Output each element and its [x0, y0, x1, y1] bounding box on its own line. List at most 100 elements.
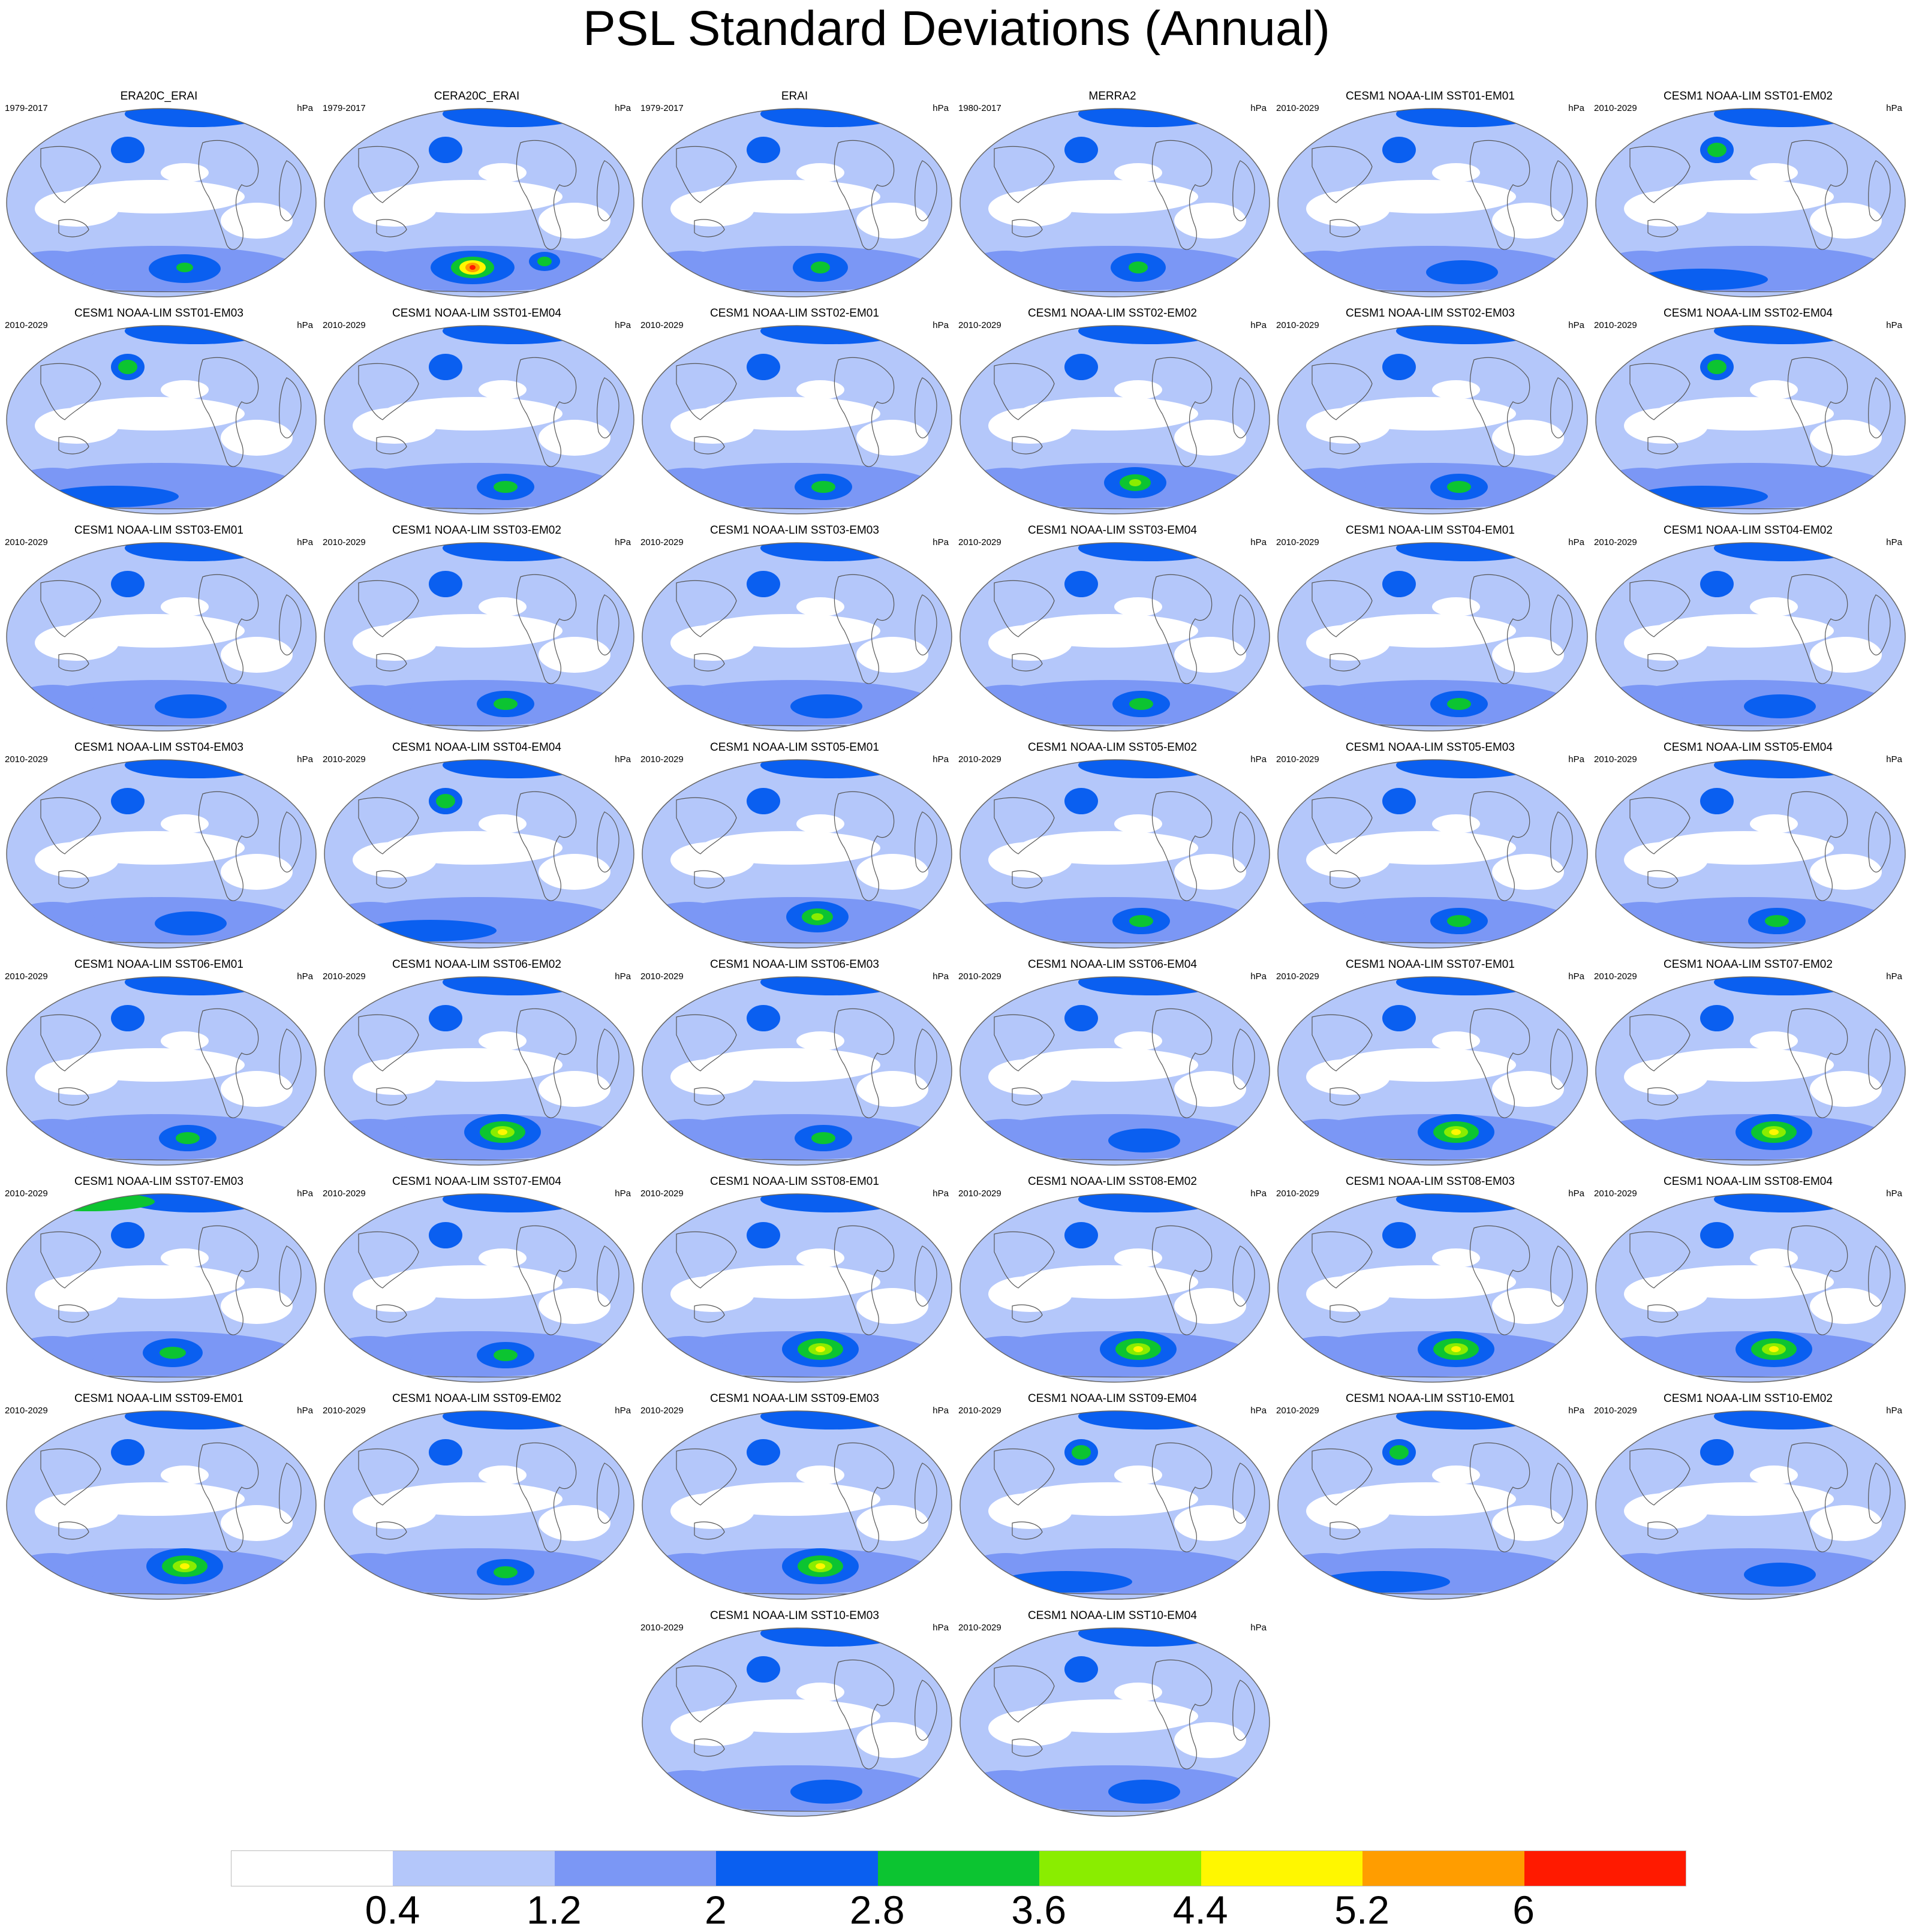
- coastline: [358, 1448, 419, 1506]
- colorbar-swatch: [1201, 1851, 1363, 1886]
- std-contour-region: [1382, 1222, 1416, 1248]
- std-contour-region: [796, 814, 844, 833]
- std-contour-region: [1810, 854, 1882, 890]
- psl-std-map: [324, 108, 634, 297]
- coastline: [1469, 1442, 1530, 1552]
- coastline: [694, 1304, 725, 1323]
- coastline: [676, 797, 737, 854]
- coastline: [1312, 1448, 1373, 1506]
- psl-std-map: [1595, 1193, 1906, 1383]
- panel-unit: hPa: [1886, 537, 1902, 547]
- panel-unit: hPa: [1568, 537, 1584, 547]
- coastline: [694, 219, 725, 237]
- std-contour-region: [1600, 902, 1684, 938]
- coastline: [1629, 797, 1691, 854]
- std-contour-region: [1064, 1222, 1098, 1248]
- coastline: [1151, 574, 1213, 684]
- panel-unit: hPa: [1568, 1406, 1584, 1416]
- coastline: [915, 1680, 937, 1741]
- std-contour-region: [1114, 163, 1162, 182]
- std-contour-region: [811, 261, 830, 273]
- std-contour-region: [1432, 814, 1480, 833]
- panel-unit: hPa: [1886, 103, 1902, 113]
- panel-title: CESM1 NOAA-LIM SST05-EM04: [1664, 741, 1833, 754]
- psl-std-map: [959, 542, 1270, 732]
- std-contour-region: [1447, 481, 1471, 493]
- std-contour-region: [11, 1119, 95, 1155]
- std-contour-region: [161, 163, 209, 182]
- std-contour-region: [329, 1553, 413, 1589]
- panel-period: 1979-2017: [5, 103, 48, 113]
- coastline: [198, 140, 259, 250]
- coastline: [1232, 594, 1255, 655]
- std-contour-region: [988, 1276, 1072, 1312]
- coastline: [915, 1028, 937, 1090]
- std-contour-region: [1396, 1411, 1540, 1430]
- panel-unit: hPa: [297, 537, 313, 547]
- panel-title: CESM1 NOAA-LIM SST05-EM01: [710, 741, 879, 754]
- std-contour-region: [1810, 637, 1882, 673]
- map-border: [959, 1627, 1270, 1817]
- panel-title: CESM1 NOAA-LIM SST10-EM02: [1664, 1392, 1833, 1405]
- coastline: [1469, 1225, 1530, 1335]
- map-panel: CESM1 NOAA-LIM SST02-EM04 2010-2029 hPa: [1589, 307, 1907, 523]
- std-contour-region: [1078, 1194, 1222, 1212]
- std-contour-region: [479, 1248, 527, 1268]
- coastline: [834, 140, 895, 250]
- std-contour-region: [494, 1566, 518, 1578]
- panel-period: 2010-2029: [958, 1188, 1001, 1199]
- panel-title: CESM1 NOAA-LIM SST06-EM02: [392, 958, 561, 971]
- std-contour-region: [1318, 1571, 1450, 1593]
- panel-unit: hPa: [1568, 971, 1584, 982]
- std-contour-region: [856, 854, 928, 890]
- coastline: [1012, 436, 1043, 455]
- std-contour-region: [1282, 1336, 1366, 1372]
- std-contour-region: [646, 902, 730, 938]
- map-panel: MERRA2 1980-2017 hPa: [954, 90, 1271, 306]
- panel-title: CESM1 NOAA-LIM SST07-EM02: [1664, 958, 1833, 971]
- coastline: [1647, 436, 1679, 455]
- std-contour-region: [646, 251, 730, 287]
- panel-unit: hPa: [1250, 537, 1267, 547]
- std-contour-region: [443, 977, 586, 995]
- coastline: [1550, 1028, 1573, 1090]
- panel-unit: hPa: [1250, 754, 1267, 765]
- map-border: [6, 1410, 317, 1600]
- std-contour-region: [1396, 760, 1540, 778]
- std-contour-region: [670, 1276, 754, 1312]
- colorbar-tick-label: 3.6: [1011, 1888, 1067, 1932]
- coastline: [1151, 1442, 1213, 1552]
- std-contour-region: [646, 1119, 730, 1155]
- map-panel: CESM1 NOAA-LIM SST02-EM02 2010-2029 hPa: [954, 307, 1271, 523]
- std-contour-region: [47, 486, 179, 507]
- coastline: [40, 797, 101, 854]
- std-contour-region: [1700, 1005, 1734, 1031]
- std-contour-region: [479, 597, 527, 616]
- psl-std-map: [6, 1193, 317, 1383]
- psl-std-map: [642, 1410, 952, 1600]
- std-contour-region: [1492, 203, 1564, 239]
- map-panel: CESM1 NOAA-LIM SST05-EM01 2010-2029 hPa: [636, 741, 954, 957]
- std-contour-region: [796, 1031, 844, 1051]
- std-contour-region: [1492, 1505, 1564, 1541]
- panel-title: CESM1 NOAA-LIM SST08-EM04: [1664, 1175, 1833, 1188]
- panel-title: CESM1 NOAA-LIM SST01-EM02: [1664, 90, 1833, 103]
- std-contour-region: [1432, 163, 1480, 182]
- std-contour-region: [1744, 694, 1816, 718]
- panel-title: CESM1 NOAA-LIM SST07-EM04: [392, 1175, 561, 1188]
- std-contour-region: [811, 481, 835, 493]
- std-contour-region: [790, 1780, 862, 1804]
- psl-std-map: [6, 976, 317, 1166]
- std-contour-region: [1078, 760, 1222, 778]
- psl-std-map: [642, 542, 952, 732]
- coastline: [1151, 1225, 1213, 1335]
- std-contour-region: [1078, 109, 1222, 127]
- panel-title: CESM1 NOAA-LIM SST10-EM01: [1346, 1392, 1515, 1405]
- std-contour-region: [964, 251, 1048, 287]
- map-border: [959, 325, 1270, 514]
- std-contour-region: [1447, 698, 1471, 710]
- map-panel: CESM1 NOAA-LIM SST01-EM02 2010-2029 hPa: [1589, 90, 1907, 306]
- coastline: [597, 1245, 619, 1307]
- std-contour-region: [1769, 1346, 1779, 1352]
- map-panel: CESM1 NOAA-LIM SST07-EM01 2010-2029 hPa: [1271, 958, 1589, 1174]
